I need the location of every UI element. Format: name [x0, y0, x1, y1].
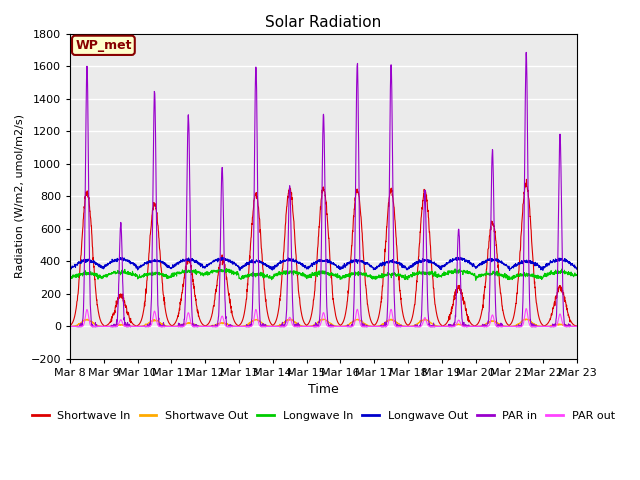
Longwave In — [529, 274, 536, 280]
Longwave In — [67, 276, 74, 282]
Shortwave In — [543, 322, 550, 328]
Legend: Shortwave In, Shortwave Out, Longwave In, Longwave Out, PAR in, PAR out: Shortwave In, Shortwave Out, Longwave In… — [28, 407, 620, 426]
Longwave Out — [207, 261, 215, 266]
Longwave Out — [67, 265, 74, 271]
PAR out — [338, 324, 346, 329]
PAR out — [543, 324, 550, 329]
PAR in — [73, 324, 81, 330]
Longwave In — [349, 270, 356, 276]
PAR out — [573, 324, 580, 329]
PAR in — [543, 324, 550, 329]
Longwave Out — [349, 259, 356, 265]
Longwave In — [338, 276, 346, 282]
Longwave In — [207, 269, 215, 275]
Shortwave Out — [67, 324, 74, 329]
Longwave In — [573, 273, 580, 278]
Shortwave In — [523, 177, 531, 182]
Line: PAR in: PAR in — [70, 52, 577, 327]
Shortwave In — [529, 248, 536, 254]
X-axis label: Time: Time — [308, 384, 339, 396]
Longwave In — [223, 265, 230, 271]
PAR in — [522, 49, 530, 55]
PAR in — [338, 324, 346, 329]
PAR in — [529, 324, 536, 329]
Shortwave In — [349, 229, 356, 235]
Line: Longwave Out: Longwave Out — [70, 257, 577, 270]
Longwave Out — [543, 261, 550, 266]
Shortwave Out — [349, 319, 356, 325]
Shortwave Out — [208, 323, 216, 329]
PAR in — [573, 324, 580, 329]
Line: PAR out: PAR out — [70, 309, 577, 326]
Shortwave Out — [338, 324, 346, 329]
PAR in — [349, 319, 356, 325]
PAR out — [208, 324, 216, 329]
Shortwave Out — [529, 320, 536, 326]
Shortwave Out — [573, 324, 580, 329]
Longwave Out — [338, 265, 346, 271]
Longwave Out — [470, 264, 478, 269]
Shortwave Out — [126, 324, 134, 329]
Y-axis label: Radiation (W/m2, umol/m2/s): Radiation (W/m2, umol/m2/s) — [15, 114, 25, 278]
PAR out — [67, 324, 74, 329]
PAR in — [470, 324, 478, 329]
Shortwave Out — [543, 324, 550, 329]
Longwave Out — [573, 266, 580, 272]
Text: WP_met: WP_met — [75, 39, 132, 52]
Longwave In — [472, 277, 479, 283]
Shortwave In — [100, 324, 108, 329]
Longwave Out — [529, 260, 536, 265]
Shortwave Out — [420, 316, 428, 322]
Shortwave In — [208, 313, 216, 319]
Longwave In — [543, 274, 550, 279]
PAR in — [67, 324, 74, 329]
Longwave Out — [506, 267, 513, 273]
Line: Longwave In: Longwave In — [70, 268, 577, 280]
Shortwave In — [470, 323, 478, 329]
PAR out — [470, 324, 478, 329]
Shortwave In — [338, 321, 346, 327]
Line: Shortwave In: Shortwave In — [70, 180, 577, 326]
Longwave In — [470, 272, 478, 277]
PAR out — [529, 324, 536, 329]
Line: Shortwave Out: Shortwave Out — [70, 319, 577, 326]
PAR out — [73, 324, 81, 329]
Shortwave In — [67, 323, 74, 328]
Shortwave In — [573, 323, 580, 329]
Longwave Out — [218, 254, 226, 260]
Title: Solar Radiation: Solar Radiation — [266, 15, 381, 30]
PAR out — [349, 323, 356, 329]
PAR out — [522, 306, 530, 312]
PAR in — [208, 324, 216, 329]
Shortwave Out — [471, 324, 479, 329]
